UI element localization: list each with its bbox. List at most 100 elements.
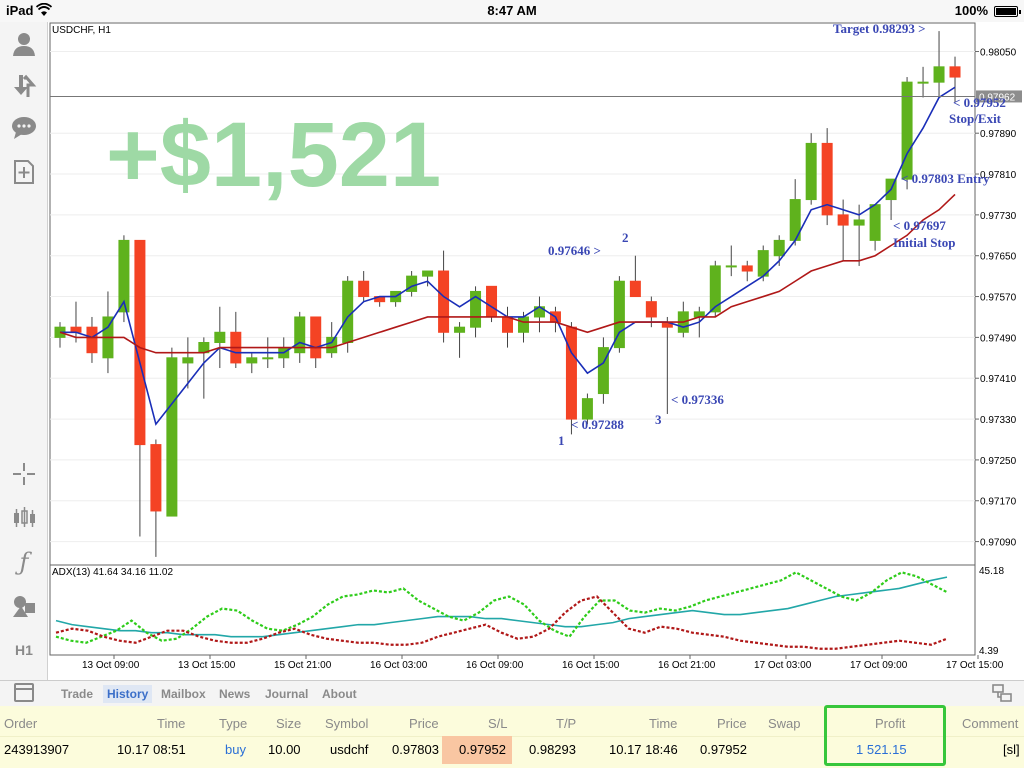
price-chart[interactable]: +$1,521 USDCHF, H1 0.97962 0.98050 0.9789… xyxy=(48,22,1024,680)
adx-minus-di-line xyxy=(55,595,948,650)
time-axis-label: 16 Oct 09:00 xyxy=(466,660,524,671)
bear-candle xyxy=(645,301,657,318)
bull-candle xyxy=(246,357,258,364)
bull-candle xyxy=(517,316,529,333)
header-time[interactable]: Time xyxy=(157,716,186,731)
price-scale-label: 0.97490 xyxy=(980,333,1017,344)
cell-symbol[interactable]: usdchf xyxy=(330,742,369,757)
tab-history[interactable]: History xyxy=(103,685,153,703)
bull-candle xyxy=(182,357,194,364)
cell-comment[interactable]: [sl] xyxy=(1003,742,1020,757)
time-axis: 13 Oct 09:00 13 Oct 15:00 15 Oct 21:00 16 O… xyxy=(82,655,1004,671)
profit-overlay: +$1,521 xyxy=(106,104,441,206)
bear-candle xyxy=(629,280,641,298)
header-order[interactable]: Order xyxy=(4,716,38,731)
bull-candle xyxy=(342,280,354,343)
left-toolbar: ƒ H1 xyxy=(0,22,48,680)
initial-stop-price: < 0.97697 xyxy=(893,218,946,233)
bear-candle xyxy=(438,270,450,333)
header-price[interactable]: Price xyxy=(409,716,439,731)
header-type[interactable]: Type xyxy=(219,716,248,731)
chat-icon[interactable] xyxy=(8,112,40,144)
bull-candle xyxy=(805,142,817,201)
header-profit[interactable]: Profit xyxy=(875,716,906,731)
bull-candle xyxy=(853,219,865,226)
header-tp[interactable]: T/P xyxy=(556,716,577,731)
battery-percent: 100% xyxy=(954,3,988,18)
indicator-icon[interactable]: ƒ xyxy=(19,548,29,576)
bull-candle xyxy=(422,270,434,277)
moving-averages xyxy=(59,86,956,426)
time-axis-label: 13 Oct 09:00 xyxy=(82,660,140,671)
header-swap[interactable]: Swap xyxy=(768,716,801,731)
time-axis-label: 17 Oct 09:00 xyxy=(850,660,908,671)
price-scale-label: 0.97730 xyxy=(980,211,1017,222)
header-symbol[interactable]: Symbol xyxy=(325,716,369,731)
chart-type-icon[interactable] xyxy=(8,502,40,534)
stop-exit-label: Stop/Exit xyxy=(949,111,1002,126)
point2-price: 0.97646 > xyxy=(548,243,601,258)
cell-size[interactable]: 10.00 xyxy=(268,742,301,757)
trade-arrows-icon[interactable] xyxy=(8,70,40,102)
cell-tp[interactable]: 0.98293 xyxy=(529,742,576,757)
layout-icon[interactable] xyxy=(992,684,1012,702)
header-close-time[interactable]: Time xyxy=(649,716,678,731)
tab-trade[interactable]: Trade xyxy=(61,687,94,701)
adx-scale-min: 4.39 xyxy=(979,646,999,657)
point3-marker: 3 xyxy=(655,412,662,427)
price-grid xyxy=(50,51,975,543)
bull-candle xyxy=(166,357,178,517)
header-close-price[interactable]: Price xyxy=(717,716,747,731)
chart-area[interactable]: +$1,521 USDCHF, H1 0.97962 0.98050 0.9789… xyxy=(48,22,1024,680)
header-size[interactable]: Size xyxy=(276,716,302,731)
point1-price: < 0.97288 xyxy=(571,417,624,432)
price-scale-label: 0.97570 xyxy=(980,293,1017,304)
cell-price[interactable]: 0.97803 xyxy=(392,742,439,757)
objects-icon[interactable] xyxy=(8,590,40,622)
time-axis-label: 15 Oct 21:00 xyxy=(274,660,332,671)
price-scale-label: 0.97090 xyxy=(980,538,1017,549)
cell-sl[interactable]: 0.97952 xyxy=(459,742,506,757)
bull-candle xyxy=(725,265,737,268)
calendar-icon[interactable] xyxy=(14,683,34,702)
sl-highlight xyxy=(442,736,512,764)
bear-candle xyxy=(741,265,753,272)
bull-candle xyxy=(118,239,130,313)
cell-close-time[interactable]: 10.17 18:46 xyxy=(609,742,678,757)
cell-close-price[interactable]: 0.97952 xyxy=(700,742,747,757)
bull-candle xyxy=(933,66,945,83)
target-annotation: Target 0.98293 > xyxy=(833,22,926,36)
profit-highlight-box xyxy=(824,705,946,766)
time-axis-label: 17 Oct 15:00 xyxy=(946,660,1004,671)
cell-order[interactable]: 243913907 xyxy=(4,742,70,757)
price-scale-label: 0.97170 xyxy=(980,497,1017,508)
adx-frame xyxy=(49,564,976,656)
time-axis-label: 16 Oct 15:00 xyxy=(562,660,620,671)
header-sl[interactable]: S/L xyxy=(488,716,508,731)
time-axis-label: 16 Oct 21:00 xyxy=(658,660,716,671)
timeframe-button[interactable]: H1 xyxy=(15,642,33,658)
bear-candle xyxy=(150,444,162,512)
new-order-icon[interactable] xyxy=(8,156,40,188)
tab-about[interactable]: About xyxy=(322,687,357,701)
price-scale-label: 0.98050 xyxy=(980,48,1017,59)
bull-candle xyxy=(613,280,625,349)
cell-profit[interactable]: 1 521.15 xyxy=(856,742,907,757)
current-price-tag xyxy=(976,90,1022,103)
header-comment[interactable]: Comment xyxy=(962,716,1019,731)
bull-candle xyxy=(406,275,418,292)
crosshair-icon[interactable] xyxy=(8,458,40,490)
adx-main-line xyxy=(55,576,948,638)
bear-candle xyxy=(134,239,146,446)
price-scale-label: 0.97410 xyxy=(980,374,1017,385)
tab-news[interactable]: News xyxy=(219,687,251,701)
cell-time[interactable]: 10.17 08:51 xyxy=(117,742,186,757)
candles xyxy=(54,31,961,557)
tab-mailbox[interactable]: Mailbox xyxy=(161,687,206,701)
bear-candle xyxy=(949,66,961,78)
cell-type[interactable]: buy xyxy=(225,742,246,757)
account-icon[interactable] xyxy=(8,28,40,60)
symbol-label: USDCHF, H1 xyxy=(52,25,111,36)
tab-journal[interactable]: Journal xyxy=(265,687,309,701)
bear-candle xyxy=(837,214,849,226)
